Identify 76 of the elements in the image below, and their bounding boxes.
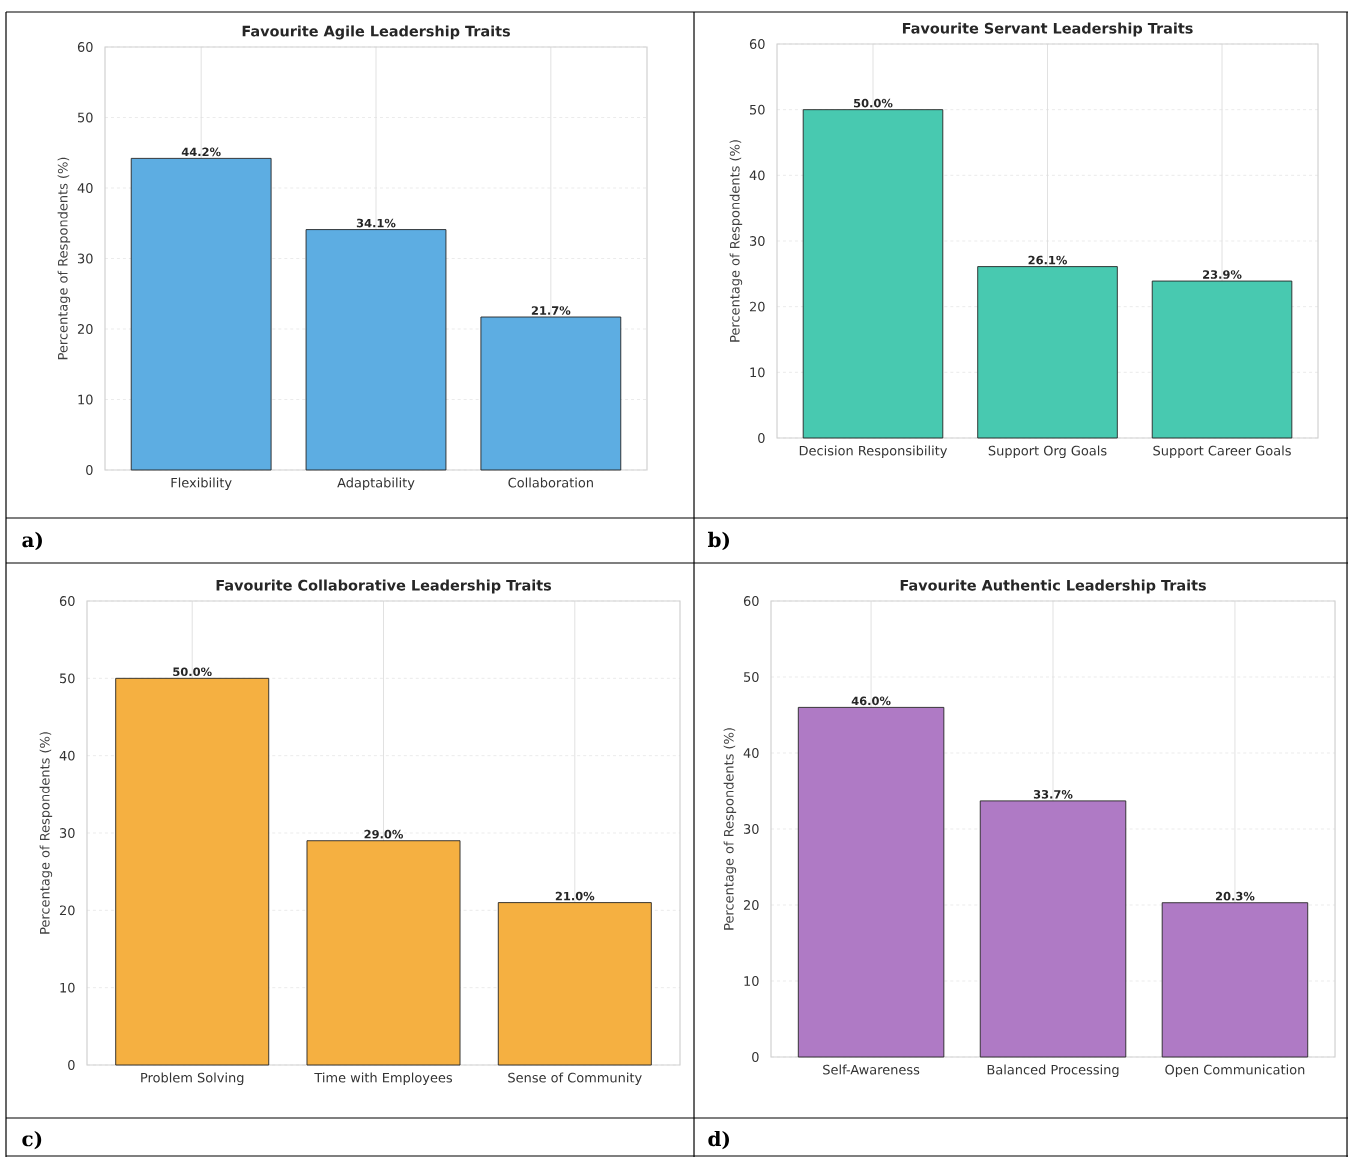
data-label: 20.3% [1215,891,1255,901]
bar [306,840,461,1066]
y-tick-label: 0 [752,1052,759,1062]
y-tick-label: 30 [743,824,759,834]
y-tick-label: 10 [750,367,765,378]
data-label: 33.7% [1033,790,1073,799]
chart-title: Favourite Authentic Leadership Traits [900,579,1206,594]
x-tick-label: Adaptability [337,477,415,491]
x-tick-label: Flexibility [171,477,232,491]
y-tick-label: 50 [60,673,75,684]
text: d) [708,1130,729,1150]
y-axis-title: Percentage of Respondents (%) [723,728,737,930]
y-tick-label: 50 [750,104,765,115]
chart-title: Favourite Servant Leadership Traits [902,22,1193,37]
y-tick-label: 60 [59,596,75,606]
y-axis-title: Percentage of Respondents (%) [39,732,53,934]
bar [977,266,1118,439]
y-tick-label: 40 [59,750,75,761]
bar [797,706,945,1058]
bar [1161,902,1309,1058]
x-tick-label: Collaboration [508,477,593,488]
y-tick-label: 50 [78,112,93,123]
y-axis-title: Percentage of Respondents (%) [57,157,71,360]
y-tick-label: 50 [744,672,759,682]
data-label: 50.0% [854,98,893,108]
y-tick-label: 40 [743,748,759,758]
y-tick-label: 60 [749,39,765,49]
y-tick-label: 10 [60,982,75,993]
y-tick-label: 20 [59,905,75,916]
data-label: 23.9% [1203,270,1242,279]
x-tick-label: Balanced Processing [987,1064,1119,1078]
y-tick-label: 60 [77,42,93,52]
bar [802,109,944,439]
y-tick-label: 10 [744,976,759,986]
y-tick-label: 40 [749,170,765,181]
bar [305,229,447,471]
x-tick-label: Decision Responsibility [799,445,948,459]
y-tick-label: 30 [77,253,93,264]
x-tick-label: Time with Employees [314,1072,453,1086]
bar [979,800,1127,1058]
y-tick-label: 20 [743,900,759,910]
x-tick-label: Support Org Goals [988,445,1107,459]
y-tick-label: 0 [68,1060,75,1070]
y-axis-title: Percentage of Respondents (%) [729,140,743,342]
y-tick-label: 40 [77,183,93,193]
y-tick-label: 30 [59,828,75,838]
text: b) [707,531,729,551]
data-label: 46.0% [851,696,891,706]
x-tick-label: Self-Awareness [823,1064,920,1075]
x-tick-label: Sense of Community [508,1072,642,1086]
data-label: 50.0% [173,667,212,677]
text: c) [22,1130,42,1150]
data-label: 21.0% [555,891,595,901]
x-tick-label: Support Career Goals [1153,445,1291,459]
bar [130,157,272,471]
y-tick-label: 20 [77,324,93,334]
y-tick-label: 30 [749,236,765,246]
x-tick-label: Open Communication [1165,1064,1305,1078]
data-label: 44.2% [181,147,221,157]
y-tick-label: 0 [758,433,765,443]
bar [480,316,622,471]
chart-title: Favourite Collaborative Leadership Traits [216,579,552,594]
text: a) [22,531,42,551]
y-tick-label: 60 [743,596,759,606]
data-label: 34.1% [356,218,396,228]
data-label: 21.7% [531,306,571,315]
y-tick-label: 20 [749,301,765,312]
y-tick-label: 10 [78,394,93,405]
bar [115,677,270,1066]
data-label: 26.1% [1028,255,1068,265]
data-label: 29.0% [364,829,404,839]
bar [1151,280,1293,439]
chart-title: Favourite Agile Leadership Traits [242,25,510,40]
bar [497,902,652,1066]
y-tick-label: 0 [86,465,93,475]
x-tick-label: Problem Solving [141,1072,244,1086]
